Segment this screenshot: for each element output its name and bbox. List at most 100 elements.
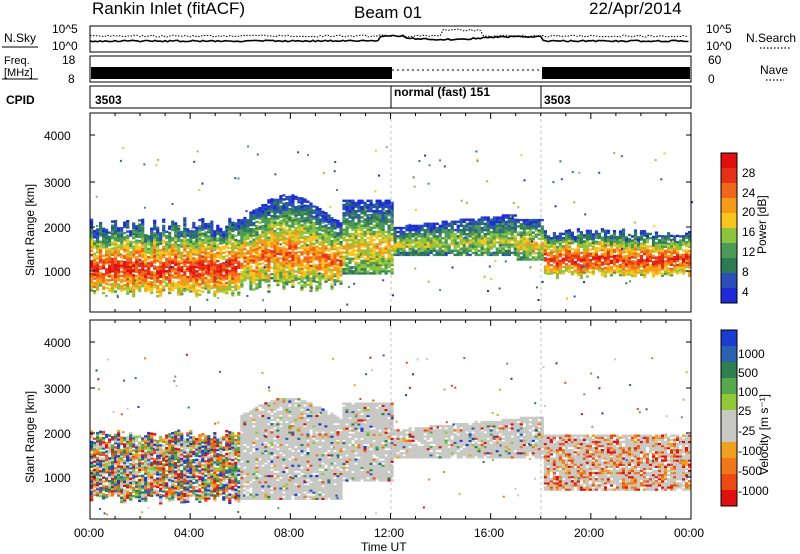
power-echo-cell [234, 261, 238, 264]
power-echo-cell [554, 205, 557, 208]
power-echo-cell [682, 235, 686, 238]
power-echo-cell [126, 259, 130, 262]
power-echo-cell [162, 278, 166, 282]
power-echo-cell [120, 274, 124, 278]
power-echo-cell [474, 239, 478, 242]
power-echo-cell [429, 239, 433, 242]
power-echo-cell [531, 240, 533, 243]
power-echo-cell [246, 227, 250, 230]
power-echo-cell [144, 290, 148, 293]
power-echo-cell [661, 241, 665, 244]
power-echo-cell [420, 233, 424, 236]
power-echo-cell [285, 222, 289, 226]
power-echo-cell [231, 223, 235, 226]
power-echo-cell [342, 212, 346, 215]
power-echo-cell [606, 256, 611, 259]
power-echo-cell [495, 226, 499, 230]
power-echo-cell [534, 223, 538, 226]
power-echo-cell [153, 223, 157, 227]
power-echo-cell [153, 259, 157, 262]
power-echo-cell [171, 239, 175, 242]
power-echo-cell [606, 262, 611, 266]
noise-panel: N.Sky 10^5 10^0 10^5 10^0 N.Search [2, 22, 796, 53]
power-echo-cell [282, 194, 286, 197]
power-echo-cell [90, 229, 94, 232]
power-echo-cell [201, 267, 205, 271]
power-echo-cell [474, 230, 478, 234]
power-echo-cell [585, 235, 589, 239]
power-echo-cell [576, 267, 580, 270]
power-echo-cell [366, 247, 370, 250]
power-echo-cell [327, 216, 331, 219]
power-echo-cell [261, 220, 265, 224]
power-echo-cell [667, 248, 671, 252]
power-echo-cell [237, 291, 241, 294]
power-echo-cell [264, 208, 268, 211]
power-echo-cell [345, 255, 349, 258]
power-echo-cell [270, 254, 274, 257]
power-echo-cell [492, 220, 496, 223]
power-echo-cell [627, 264, 632, 268]
noise-sky-tick-low: 10^0 [52, 39, 78, 53]
power-echo-cell [685, 243, 689, 246]
power-echo-cell [546, 260, 550, 263]
power-echo-cell [216, 224, 220, 228]
power-echo-cell [237, 250, 241, 253]
power-echo-cell [384, 265, 388, 269]
power-echo-cell [99, 246, 103, 250]
power-echo-cell [183, 229, 187, 232]
velocity-echo-cell [90, 447, 94, 450]
power-echo-cell [324, 232, 328, 236]
power-echo-cell [309, 244, 313, 247]
power-echo-cell [513, 241, 517, 244]
power-echo-cell [183, 277, 187, 280]
power-echo-cell [336, 234, 340, 237]
power-echo-cell [420, 243, 424, 246]
power-echo-cell [321, 256, 325, 259]
power-echo-cell [651, 240, 656, 243]
power-echo-cell [582, 248, 586, 251]
power-echo-cell [117, 283, 121, 286]
power-echo-cell [360, 253, 364, 256]
power-echo-cell [504, 224, 508, 228]
power-echo-cell [291, 198, 295, 201]
power-echo-cell [228, 246, 232, 250]
power-echo-cell [552, 256, 556, 260]
power-echo-cell [405, 228, 409, 232]
power-echo-cell [178, 226, 181, 229]
power-echo-cell [252, 251, 256, 254]
power-echo-cell [303, 285, 307, 288]
power-echo-cell [426, 239, 430, 242]
power-echo-cell [417, 249, 421, 252]
power-echo-cell [459, 247, 463, 250]
power-echo-cell [249, 277, 253, 281]
power-echo-cell [255, 210, 259, 213]
power-echo-cell [390, 255, 394, 258]
power-echo-cell [435, 235, 439, 238]
power-echo-cell [645, 263, 650, 267]
power-echo-cell [339, 267, 343, 271]
power-echo-cell [252, 246, 256, 250]
power-echo-cell [93, 260, 97, 264]
power-echo-cell [141, 251, 145, 255]
power-echo-cell [471, 220, 475, 223]
power-echo-cell [615, 248, 620, 251]
power-echo-cell [246, 225, 250, 228]
power-echo-cell [432, 237, 436, 240]
power-echo-cell [546, 247, 550, 251]
power-echo-cell [225, 287, 229, 291]
power-echo-cell [288, 264, 292, 267]
power-echo-cell [150, 273, 154, 276]
power-echo-cell [90, 239, 94, 242]
power-echo-cell [129, 267, 133, 270]
power-echo-cell [135, 243, 139, 246]
power-echo-cell [357, 270, 361, 273]
power-echo-cell [645, 265, 650, 269]
power-echo-cell [471, 235, 475, 238]
power-echo-cell [688, 262, 692, 265]
power-echo-cell [429, 226, 433, 230]
power-echo-cell [486, 216, 490, 219]
power-echo-cell [664, 270, 668, 273]
colorbar-swatch [721, 273, 737, 289]
power-echo-cell [657, 259, 662, 263]
